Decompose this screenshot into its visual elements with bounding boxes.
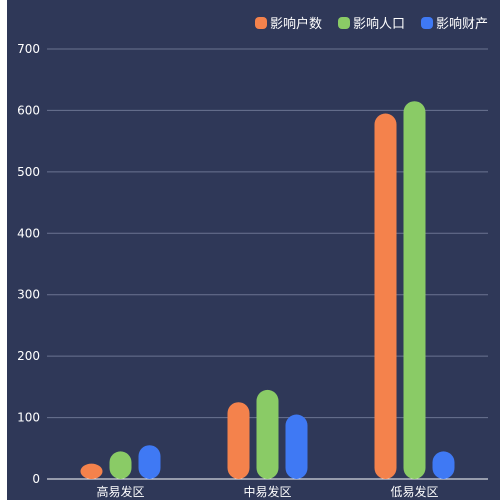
legend-swatch[interactable] bbox=[338, 17, 350, 29]
y-tick-label: 100 bbox=[17, 411, 40, 425]
bar bbox=[138, 445, 161, 479]
legend-swatch[interactable] bbox=[255, 17, 267, 29]
legend-label[interactable]: 影响财产 bbox=[436, 16, 488, 32]
y-tick-label: 200 bbox=[17, 349, 40, 363]
y-tick-label: 0 bbox=[32, 472, 40, 486]
x-axis: 高易发区 中易发区 低易发区 bbox=[47, 478, 488, 499]
bars bbox=[80, 101, 455, 479]
bar bbox=[374, 113, 397, 479]
y-tick-label: 500 bbox=[17, 165, 40, 179]
bar bbox=[227, 402, 250, 479]
bar bbox=[285, 414, 308, 479]
y-tick-label: 600 bbox=[17, 103, 40, 117]
legend-label[interactable]: 影响户数 bbox=[270, 16, 322, 32]
legend: 影响户数 影响人口 影响财产 bbox=[255, 16, 488, 32]
bar bbox=[403, 101, 426, 479]
bar bbox=[256, 389, 279, 479]
bar bbox=[432, 451, 455, 479]
y-axis: 0 100 200 300 400 500 600 700 bbox=[17, 42, 40, 486]
legend-label[interactable]: 影响人口 bbox=[353, 16, 405, 32]
y-tick-label: 300 bbox=[17, 288, 40, 302]
y-tick-label: 700 bbox=[17, 42, 40, 56]
x-tick-label: 中易发区 bbox=[243, 484, 291, 499]
legend-swatch[interactable] bbox=[421, 17, 433, 29]
bar bbox=[80, 463, 103, 479]
bar bbox=[109, 451, 132, 479]
y-tick-label: 400 bbox=[17, 226, 40, 240]
x-tick-label: 低易发区 bbox=[390, 484, 438, 499]
x-tick-label: 高易发区 bbox=[96, 484, 144, 499]
